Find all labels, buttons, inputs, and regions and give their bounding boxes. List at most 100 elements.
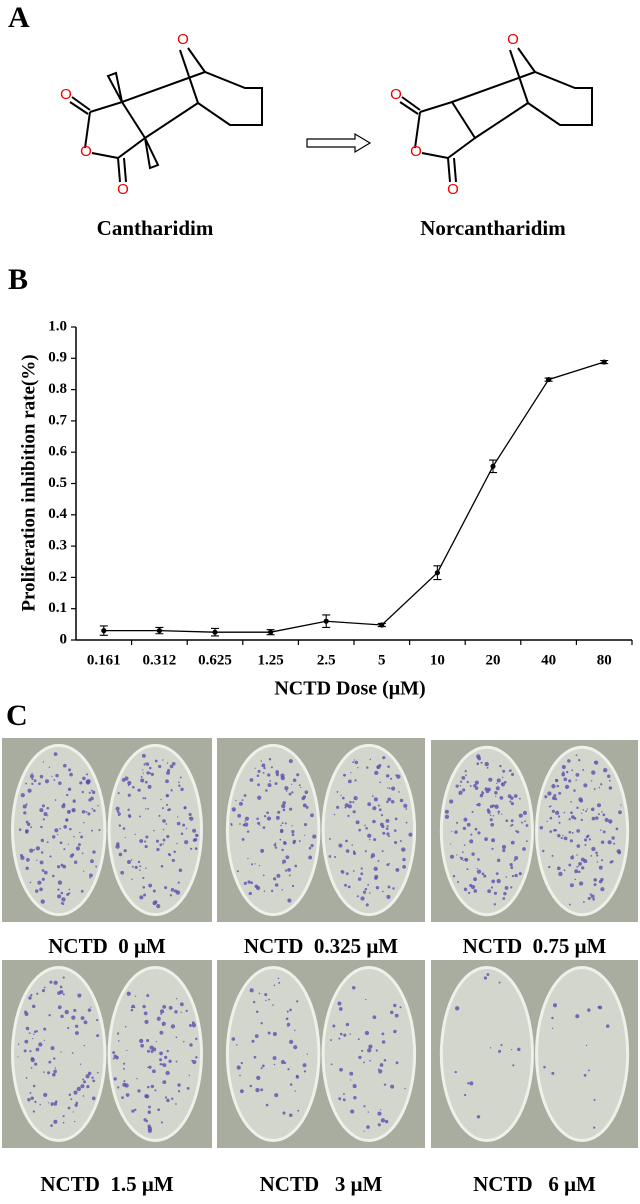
colony — [68, 1093, 72, 1096]
colony — [194, 847, 198, 850]
colony — [46, 841, 49, 844]
colony — [30, 1057, 35, 1061]
colony — [483, 874, 487, 878]
colony — [235, 799, 237, 802]
colony — [126, 991, 131, 996]
colony — [372, 819, 376, 824]
colony — [373, 797, 378, 802]
colony — [257, 783, 260, 787]
colony — [361, 1049, 364, 1052]
colony — [43, 1027, 47, 1031]
colony — [48, 1014, 51, 1017]
colony — [168, 1059, 172, 1063]
colony — [249, 778, 254, 782]
colony — [93, 809, 96, 812]
colony — [152, 889, 156, 893]
colony — [303, 822, 308, 827]
colony — [185, 1009, 188, 1013]
colony — [160, 1121, 163, 1124]
colony — [24, 830, 29, 834]
colony — [113, 1077, 117, 1081]
colony — [587, 1069, 590, 1072]
colony — [477, 858, 480, 861]
colony — [46, 806, 50, 810]
panel-letter: B — [8, 263, 28, 296]
colony — [575, 773, 580, 777]
colony — [31, 778, 34, 780]
colony — [583, 783, 588, 788]
colony — [85, 811, 88, 813]
colony — [462, 788, 466, 792]
colony — [510, 840, 515, 845]
colony — [122, 1082, 127, 1087]
colony — [153, 829, 155, 832]
colony — [256, 1075, 261, 1081]
colony — [613, 842, 616, 845]
colony — [491, 847, 494, 850]
y-tick-label: 0.4 — [48, 506, 67, 522]
colony — [144, 762, 147, 764]
colony — [392, 887, 395, 890]
colony — [117, 1040, 120, 1042]
colony — [275, 773, 279, 777]
colony — [520, 821, 523, 824]
colony — [91, 829, 94, 832]
colony — [553, 793, 557, 797]
colony — [137, 1089, 141, 1093]
colony — [405, 808, 408, 810]
colony — [57, 894, 62, 899]
colony — [382, 890, 384, 893]
colony — [511, 823, 514, 827]
colony — [386, 863, 390, 867]
colony — [42, 818, 45, 821]
colony — [30, 1066, 33, 1069]
colony — [357, 1038, 360, 1041]
colony — [454, 1006, 460, 1011]
colony — [137, 860, 141, 864]
colony — [161, 807, 164, 810]
colony — [382, 831, 386, 835]
colony — [134, 833, 136, 836]
colony — [83, 822, 85, 824]
colony — [251, 1039, 255, 1043]
colony — [142, 797, 145, 800]
colony — [508, 770, 511, 772]
colony — [593, 761, 596, 764]
colony — [474, 786, 479, 790]
colony — [578, 758, 581, 762]
colony — [142, 886, 146, 889]
colony — [74, 1031, 79, 1036]
colony — [147, 1085, 150, 1089]
colony — [287, 1068, 290, 1071]
colony — [282, 808, 286, 812]
colony — [171, 761, 176, 766]
colony — [124, 836, 126, 839]
panel-letter: C — [6, 699, 28, 732]
colony — [175, 1060, 178, 1063]
colony — [386, 894, 391, 899]
arrow — [306, 132, 372, 154]
colony — [602, 813, 606, 817]
colony — [587, 1008, 591, 1012]
colony — [22, 804, 27, 809]
colony — [162, 1063, 167, 1068]
colony — [501, 776, 504, 779]
colony — [567, 759, 571, 763]
colony — [90, 1006, 92, 1008]
colony — [302, 1063, 307, 1068]
colony — [182, 823, 186, 827]
colony — [366, 766, 369, 769]
y-tick-label: 0.8 — [48, 381, 67, 397]
colony — [95, 865, 98, 868]
colony — [25, 803, 28, 806]
colony — [52, 1072, 56, 1077]
colony — [83, 1020, 88, 1025]
colony — [39, 1103, 41, 1106]
colony — [162, 819, 166, 823]
colony — [83, 870, 85, 872]
well — [11, 743, 107, 917]
x-tick-label: 5 — [378, 652, 386, 668]
colony — [510, 886, 513, 889]
colony — [369, 758, 372, 761]
colony — [611, 860, 614, 863]
